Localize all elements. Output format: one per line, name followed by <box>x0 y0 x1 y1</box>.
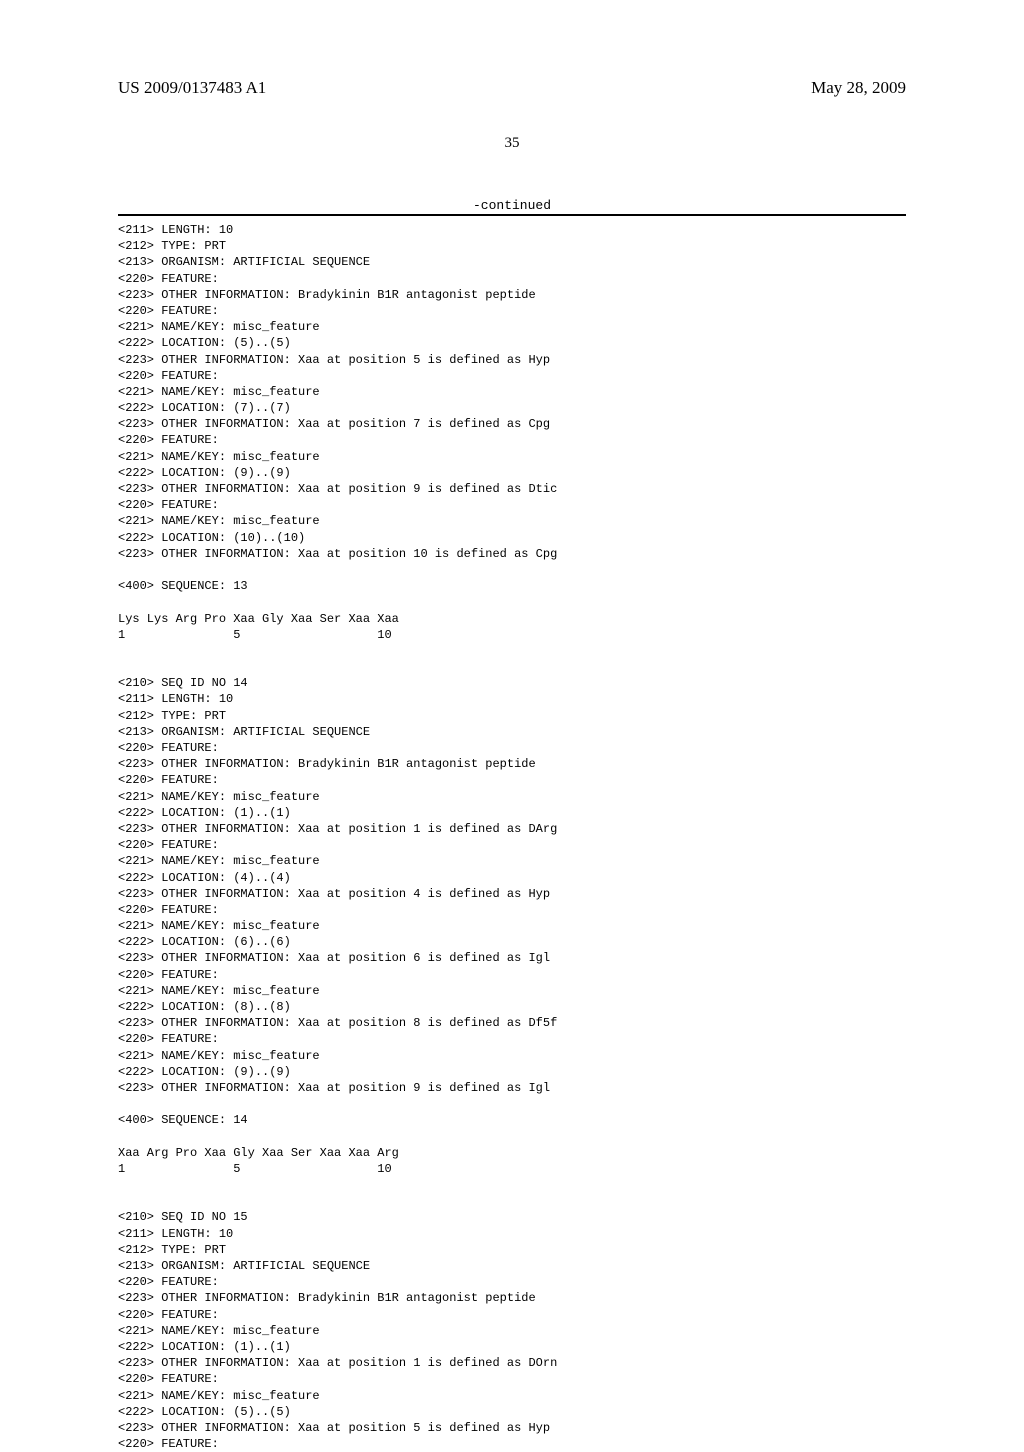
seq-line: <213> ORGANISM: ARTIFICIAL SEQUENCE <box>118 725 370 739</box>
seq-line: <220> FEATURE: <box>118 272 219 286</box>
seq-line: <222> LOCATION: (5)..(5) <box>118 336 291 350</box>
divider <box>118 214 906 216</box>
seq-line: <212> TYPE: PRT <box>118 239 226 253</box>
seq-line: <223> OTHER INFORMATION: Xaa at position… <box>118 951 550 965</box>
seq-line: <220> FEATURE: <box>118 773 219 787</box>
seq-line: <223> OTHER INFORMATION: Bradykinin B1R … <box>118 288 536 302</box>
page-number: 35 <box>505 135 520 152</box>
seq-line: <220> FEATURE: <box>118 968 219 982</box>
seq-line: <400> SEQUENCE: 13 <box>118 579 248 593</box>
seq-line: <221> NAME/KEY: misc_feature <box>118 854 320 868</box>
seq-line: <220> FEATURE: <box>118 304 219 318</box>
seq-line: <220> FEATURE: <box>118 369 219 383</box>
seq-line: <220> FEATURE: <box>118 838 219 852</box>
seq-line: <212> TYPE: PRT <box>118 709 226 723</box>
seq-line: <220> FEATURE: <box>118 1032 219 1046</box>
seq-line: <222> LOCATION: (1)..(1) <box>118 806 291 820</box>
seq-line: <221> NAME/KEY: misc_feature <box>118 385 320 399</box>
publication-number: US 2009/0137483 A1 <box>118 78 266 98</box>
seq-line: <223> OTHER INFORMATION: Xaa at position… <box>118 1016 557 1030</box>
seq-line: <223> OTHER INFORMATION: Xaa at position… <box>118 887 550 901</box>
seq-line: <220> FEATURE: <box>118 1437 219 1451</box>
seq-line: <222> LOCATION: (9)..(9) <box>118 466 291 480</box>
seq-line: <223> OTHER INFORMATION: Bradykinin B1R … <box>118 1291 536 1305</box>
seq-line: <222> LOCATION: (8)..(8) <box>118 1000 291 1014</box>
seq-line: <211> LENGTH: 10 <box>118 1227 233 1241</box>
seq-line: <211> LENGTH: 10 <box>118 223 233 237</box>
seq-line: <211> LENGTH: 10 <box>118 692 233 706</box>
seq-line: <223> OTHER INFORMATION: Xaa at position… <box>118 353 550 367</box>
seq-line: <221> NAME/KEY: misc_feature <box>118 1324 320 1338</box>
seq-line: <221> NAME/KEY: misc_feature <box>118 1049 320 1063</box>
seq-line: <221> NAME/KEY: misc_feature <box>118 984 320 998</box>
seq-line: <220> FEATURE: <box>118 498 219 512</box>
seq-line: <223> OTHER INFORMATION: Xaa at position… <box>118 1081 550 1095</box>
seq-line: <220> FEATURE: <box>118 1372 219 1386</box>
seq-line: <221> NAME/KEY: misc_feature <box>118 790 320 804</box>
seq-line: <221> NAME/KEY: misc_feature <box>118 919 320 933</box>
seq-line: <220> FEATURE: <box>118 903 219 917</box>
seq-line: <222> LOCATION: (7)..(7) <box>118 401 291 415</box>
seq-line: <223> OTHER INFORMATION: Xaa at position… <box>118 482 557 496</box>
patent-page: US 2009/0137483 A1 May 28, 2009 35 -cont… <box>0 0 1024 1320</box>
seq-line: 1 5 10 <box>118 628 392 642</box>
seq-line: <221> NAME/KEY: misc_feature <box>118 450 320 464</box>
seq-line: <223> OTHER INFORMATION: Xaa at position… <box>118 547 557 561</box>
seq-line: <223> OTHER INFORMATION: Xaa at position… <box>118 417 550 431</box>
seq-line: <223> OTHER INFORMATION: Xaa at position… <box>118 822 557 836</box>
seq-line: <222> LOCATION: (6)..(6) <box>118 935 291 949</box>
seq-line: <220> FEATURE: <box>118 1275 219 1289</box>
seq-line: <222> LOCATION: (4)..(4) <box>118 871 291 885</box>
seq-line: <220> FEATURE: <box>118 1308 219 1322</box>
seq-line: <222> LOCATION: (1)..(1) <box>118 1340 291 1354</box>
seq-line: <220> FEATURE: <box>118 433 219 447</box>
seq-line: <400> SEQUENCE: 14 <box>118 1113 248 1127</box>
seq-line: <220> FEATURE: <box>118 741 219 755</box>
seq-line: <212> TYPE: PRT <box>118 1243 226 1257</box>
seq-line: <221> NAME/KEY: misc_feature <box>118 320 320 334</box>
seq-line: <223> OTHER INFORMATION: Xaa at position… <box>118 1356 557 1370</box>
seq-line: <210> SEQ ID NO 14 <box>118 676 248 690</box>
seq-line: <221> NAME/KEY: misc_feature <box>118 1389 320 1403</box>
seq-line: <213> ORGANISM: ARTIFICIAL SEQUENCE <box>118 1259 370 1273</box>
seq-line: 1 5 10 <box>118 1162 392 1176</box>
seq-line: Xaa Arg Pro Xaa Gly Xaa Ser Xaa Xaa Arg <box>118 1146 399 1160</box>
continued-label: -continued <box>473 198 551 213</box>
seq-line: Lys Lys Arg Pro Xaa Gly Xaa Ser Xaa Xaa <box>118 612 399 626</box>
sequence-listing: <211> LENGTH: 10 <212> TYPE: PRT <213> O… <box>118 222 906 1452</box>
seq-line: <223> OTHER INFORMATION: Bradykinin B1R … <box>118 757 536 771</box>
seq-line: <210> SEQ ID NO 15 <box>118 1210 248 1224</box>
seq-line: <221> NAME/KEY: misc_feature <box>118 514 320 528</box>
publication-date: May 28, 2009 <box>811 78 906 98</box>
seq-line: <222> LOCATION: (10)..(10) <box>118 531 305 545</box>
seq-line: <222> LOCATION: (5)..(5) <box>118 1405 291 1419</box>
seq-line: <213> ORGANISM: ARTIFICIAL SEQUENCE <box>118 255 370 269</box>
seq-line: <223> OTHER INFORMATION: Xaa at position… <box>118 1421 550 1435</box>
seq-line: <222> LOCATION: (9)..(9) <box>118 1065 291 1079</box>
